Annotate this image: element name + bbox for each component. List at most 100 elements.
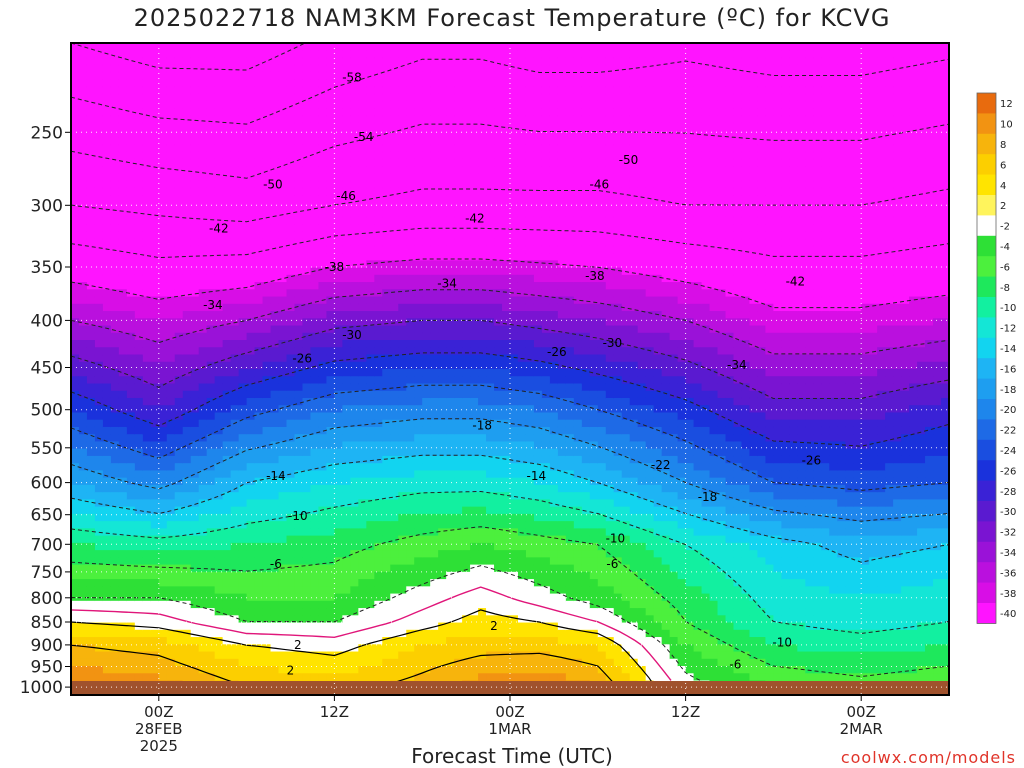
field-cell: [134, 71, 144, 80]
field-cell: [86, 224, 96, 232]
field-cell: [214, 318, 224, 327]
field-cell: [374, 571, 383, 580]
field-cell: [470, 419, 479, 428]
field-cell: [246, 600, 256, 609]
field-cell: [71, 209, 80, 218]
field-cell: [294, 369, 304, 377]
field-cell: [78, 622, 88, 631]
field-cell: [214, 564, 224, 573]
field-cell: [462, 571, 471, 580]
field-cell: [126, 361, 136, 370]
field-cell: [198, 390, 208, 399]
field-cell: [294, 470, 304, 479]
field-cell: [198, 158, 208, 167]
field-cell: [230, 289, 240, 298]
field-cell: [270, 296, 280, 305]
field-cell: [446, 289, 455, 298]
field-cell: [342, 535, 351, 544]
field-cell: [470, 289, 479, 298]
field-cell: [398, 274, 407, 283]
field-cell: [278, 166, 288, 174]
field-cell: [246, 637, 256, 645]
field-cell: [462, 666, 471, 674]
field-cell: [454, 629, 463, 638]
field-cell: [414, 187, 423, 196]
field-cell: [494, 108, 503, 117]
field-cell: [238, 71, 248, 80]
field-cell: [438, 673, 447, 682]
field-cell: [334, 224, 343, 232]
field-cell: [382, 209, 391, 218]
field-cell: [494, 354, 503, 363]
field-cell: [150, 195, 160, 203]
field-cell: [374, 173, 383, 182]
field-cell: [438, 455, 447, 464]
field-cell: [166, 608, 176, 616]
field-cell: [486, 615, 495, 624]
field-cell: [446, 513, 455, 522]
field-cell: [486, 470, 495, 479]
field-cell: [358, 673, 367, 682]
field-cell: [286, 586, 296, 595]
field-cell: [374, 115, 383, 124]
field-cell: [142, 86, 152, 95]
field-cell: [222, 311, 232, 319]
field-cell: [462, 173, 471, 182]
field-cell: [86, 86, 96, 95]
field-cell: [158, 202, 168, 211]
field-cell: [446, 224, 455, 232]
field-cell: [222, 571, 232, 580]
field-cell: [238, 93, 248, 102]
field-cell: [302, 173, 312, 182]
field-cell: [230, 441, 240, 450]
field-cell: [358, 463, 367, 472]
field-cell: [350, 158, 359, 167]
field-cell: [414, 615, 423, 624]
field-cell: [166, 202, 176, 211]
field-cell: [198, 108, 208, 117]
field-cell: [110, 383, 120, 392]
field-cell: [150, 93, 160, 102]
field-cell: [134, 426, 144, 435]
field-cell: [238, 571, 248, 580]
field-cell: [110, 224, 120, 232]
field-cell: [422, 303, 431, 312]
field-cell: [190, 43, 200, 51]
field-cell: [342, 158, 351, 167]
field-cell: [366, 260, 375, 269]
field-cell: [214, 137, 224, 146]
field-cell: [174, 651, 184, 660]
field-cell: [110, 282, 120, 290]
field-cell: [302, 622, 312, 631]
field-cell: [390, 50, 399, 59]
field-cell: [438, 637, 447, 645]
field-cell: [254, 550, 264, 558]
field-cell: [446, 151, 455, 160]
field-cell: [374, 426, 383, 435]
field-cell: [206, 397, 216, 406]
field-cell: [214, 600, 224, 609]
field-cell: [390, 340, 399, 348]
field-cell: [134, 455, 144, 464]
field-cell: [150, 361, 160, 370]
field-cell: [342, 79, 351, 88]
field-cell: [326, 622, 335, 631]
field-cell: [342, 57, 351, 66]
field-cell: [454, 122, 463, 131]
field-cell: [462, 673, 471, 682]
field-cell: [342, 253, 351, 261]
field-cell: [414, 397, 423, 406]
field-cell: [294, 43, 304, 51]
field-cell: [430, 267, 439, 276]
field-cell: [294, 180, 304, 189]
field-cell: [78, 43, 88, 51]
field-cell: [262, 347, 272, 356]
field-cell: [366, 100, 375, 109]
field-cell: [334, 397, 343, 406]
field-cell: [334, 448, 343, 457]
field-cell: [190, 361, 200, 370]
field-cell: [150, 332, 160, 341]
field-cell: [102, 477, 112, 486]
field-cell: [238, 477, 248, 486]
